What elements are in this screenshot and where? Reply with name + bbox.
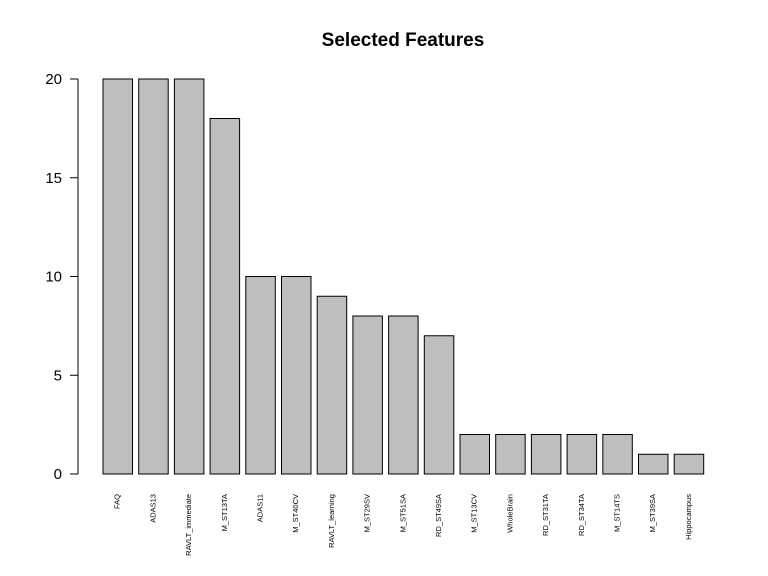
bar bbox=[423, 335, 455, 475]
bar bbox=[102, 78, 133, 475]
x-tick-label: M_ST51SA bbox=[398, 494, 407, 532]
x-tick-label: ADAS11 bbox=[256, 494, 265, 522]
bar bbox=[602, 434, 633, 475]
y-tick-label: 10 bbox=[45, 269, 62, 286]
bar bbox=[673, 453, 705, 475]
x-tick-label: RD_ST34TA bbox=[577, 494, 586, 536]
chart-title: Selected Features bbox=[322, 30, 485, 51]
bar bbox=[173, 78, 205, 475]
bar bbox=[138, 78, 169, 475]
bar bbox=[495, 434, 526, 475]
bar bbox=[209, 118, 241, 475]
x-tick-label: RD_ST49SA bbox=[434, 494, 443, 537]
x-tick-label: M_ST13TA bbox=[220, 494, 229, 531]
x-tick-label: ADAS13 bbox=[148, 494, 157, 523]
bar bbox=[352, 315, 383, 475]
bars-group bbox=[102, 78, 705, 475]
y-tick-label: 0 bbox=[54, 466, 62, 483]
x-tick-label: FAQ bbox=[113, 494, 122, 509]
x-tick-label: RAVLT_immediate bbox=[184, 494, 193, 556]
x-tick-label: M_ST29SV bbox=[363, 494, 372, 532]
y-tick-label: 5 bbox=[54, 367, 62, 384]
x-tick-label: RD_ST31TA bbox=[541, 494, 550, 536]
bar bbox=[245, 276, 276, 475]
bar bbox=[530, 434, 562, 475]
x-tick-label: WholeBrain bbox=[505, 494, 514, 533]
y-axis: 0 5 10 15 20 bbox=[45, 71, 79, 483]
bar bbox=[566, 434, 598, 475]
x-tick-label: RAVLT_learning bbox=[327, 494, 336, 548]
bar bbox=[638, 453, 669, 475]
y-tick-label: 15 bbox=[45, 170, 62, 187]
y-tick-label: 20 bbox=[45, 71, 62, 88]
x-tick-label: M_ST39SA bbox=[648, 494, 657, 532]
bar bbox=[388, 315, 419, 475]
x-tick-label: Hippocampus bbox=[684, 494, 693, 540]
bar bbox=[281, 276, 312, 475]
bar bbox=[459, 434, 490, 475]
x-tick-label: M_ST40CV bbox=[291, 494, 300, 533]
x-tick-label: M_ST13CV bbox=[470, 494, 479, 533]
bar bbox=[316, 295, 348, 475]
x-tick-labels: FAQ ADAS13 RAVLT_immediate M_ST13TA ADAS11 M_… bbox=[113, 494, 693, 556]
x-tick-label: M_ST14TS bbox=[613, 494, 622, 532]
